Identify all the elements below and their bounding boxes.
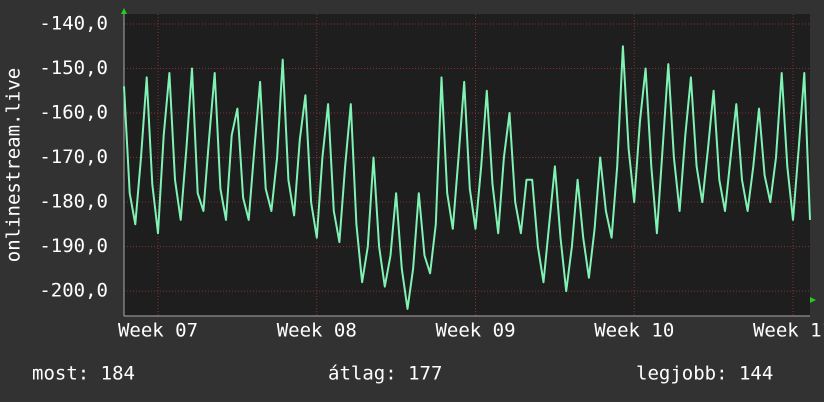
x-tick-label: Week 08 (277, 320, 357, 342)
y-tick-label: -150,0 (39, 57, 108, 79)
y-tick-label: -200,0 (39, 280, 108, 302)
footer-best: legjobb: 144 (636, 363, 773, 385)
y-axis-label: onlinestream.live (3, 68, 25, 262)
y-tick-label: -160,0 (39, 102, 108, 124)
series-line (123, 45, 811, 310)
x-tick-label: Week 07 (118, 320, 198, 342)
axis-arrow (810, 297, 816, 303)
x-tick-label: Week 11 (753, 320, 824, 342)
axis-arrow (121, 8, 127, 14)
footer-current: most: 184 (32, 363, 135, 385)
y-tick-label: -140,0 (39, 13, 108, 35)
y-tick-label: -180,0 (39, 191, 108, 213)
footer-average: átlag: 177 (328, 363, 442, 385)
x-tick-label: Week 10 (594, 320, 674, 342)
y-tick-label: -170,0 (39, 146, 108, 168)
x-tick-label: Week 09 (435, 320, 515, 342)
y-tick-label: -190,0 (39, 235, 108, 257)
